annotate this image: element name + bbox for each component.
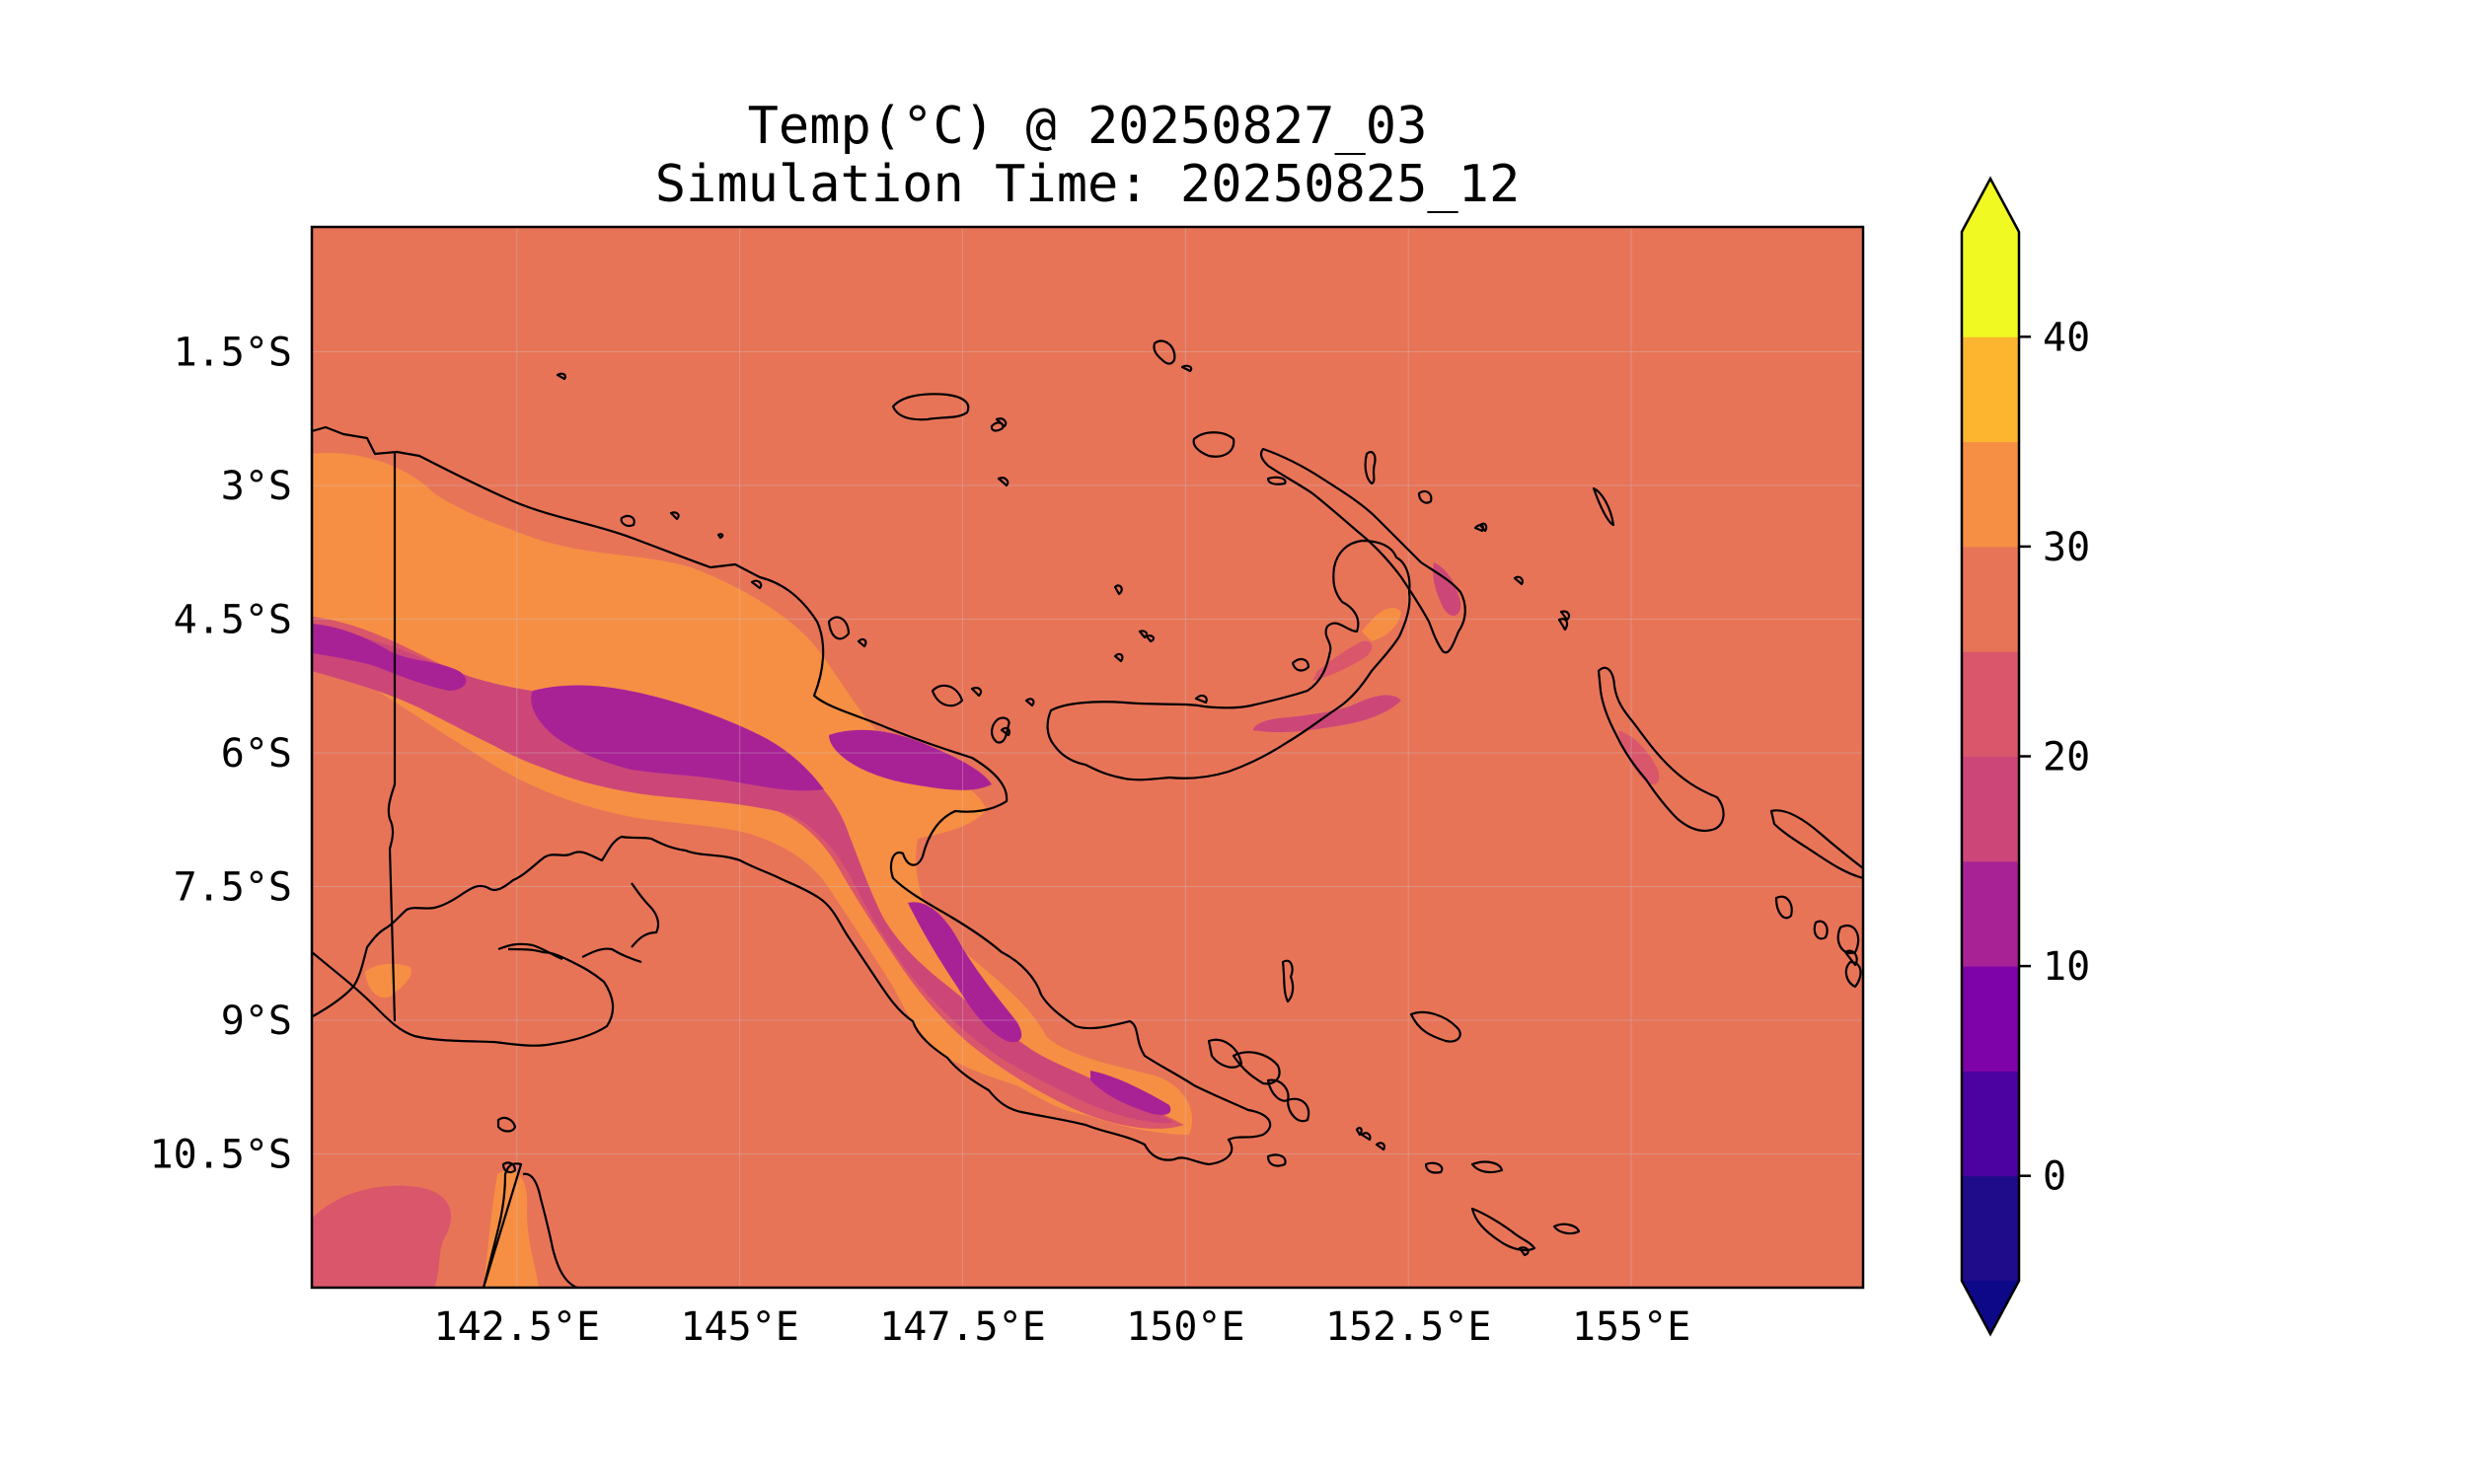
contour-capeyork-warm xyxy=(484,1170,539,1288)
coastline-louisiade xyxy=(1470,1160,1581,1257)
coastline-choiseul xyxy=(1769,809,1863,880)
figure-subtitle: Simulation Time: 20250825_12 xyxy=(654,155,1521,214)
coastlines xyxy=(312,339,1863,1288)
y-tick-label: 6°S xyxy=(221,731,292,777)
gridlines xyxy=(312,227,1863,1288)
colorbar-segment xyxy=(1962,1175,2019,1282)
coastline-tabar-lihir xyxy=(1364,450,1524,586)
contour-sw-cool-patch xyxy=(312,1185,452,1288)
colorbar-segment xyxy=(1962,1071,2019,1177)
figure-title: Temp(°C) @ 20250827_03 xyxy=(747,97,1428,156)
colorbar-tick-label: 0 xyxy=(2043,1154,2066,1200)
colorbar-segment xyxy=(1962,546,2019,652)
y-tick-label: 7.5°S xyxy=(174,864,292,910)
colorbar-extend-min xyxy=(1962,1281,2019,1334)
y-tick-label: 9°S xyxy=(221,999,292,1044)
colorbar-segment xyxy=(1962,756,2019,862)
contour-newbritain-cool xyxy=(1253,695,1401,733)
contour-highlands-10-15-e xyxy=(1090,1071,1171,1115)
x-tick-label: 155°E xyxy=(1572,1304,1690,1350)
x-tick-label: 145°E xyxy=(680,1304,798,1350)
coastline-new-britain-tip xyxy=(1194,657,1310,705)
contour-newbritain-warm xyxy=(1362,608,1401,641)
map-panel: 142.5°E 145°E 147.5°E 150°E 152.5°E 155°E 1.5… xyxy=(150,225,1865,1350)
contour-highlands-10-15 xyxy=(312,624,467,691)
contour-highlands-10-15-d xyxy=(908,902,1022,1043)
coastline-fly-delta xyxy=(497,882,660,964)
coastline-trobriand-dentrecasteaux xyxy=(1207,1010,1461,1123)
x-tick-label: 142.5°E xyxy=(434,1304,601,1350)
coastline-new-ireland xyxy=(1259,447,1466,654)
coastline-solomons-west xyxy=(1774,895,1862,989)
x-tick-label: 150°E xyxy=(1126,1304,1244,1350)
colorbar-segment xyxy=(1962,441,2019,548)
colorbar: 0 10 20 30 40 xyxy=(1960,176,2090,1337)
colorbar-tick-label: 40 xyxy=(2043,315,2090,360)
coastline-new-guinea xyxy=(312,425,1272,1166)
coastline-mussau xyxy=(1153,339,1193,373)
colorbar-tick-label: 30 xyxy=(2043,525,2090,570)
coastline-new-britain xyxy=(1046,539,1411,781)
colorbar-segment xyxy=(1962,651,2019,757)
colorbar-segment xyxy=(1962,336,2019,443)
colorbar-extend-max xyxy=(1962,179,2019,232)
coastline-torres-islets xyxy=(496,1116,517,1174)
contour-newbritain-cool-b xyxy=(1312,640,1373,681)
contour-bougainville-cool xyxy=(1618,730,1660,785)
y-tick-label: 4.5°S xyxy=(174,597,292,642)
y-tick-label: 3°S xyxy=(221,464,292,509)
coastline-buka xyxy=(1557,486,1615,631)
coastline-small-islets-north xyxy=(556,372,1363,1137)
colorbar-segment xyxy=(1962,966,2019,1072)
x-tick-label: 147.5°E xyxy=(879,1304,1046,1350)
colorbar-tick-label: 20 xyxy=(2043,735,2090,780)
contour-highlands-10-15-c xyxy=(829,729,992,790)
coastline-bougainville xyxy=(1597,666,1725,833)
colorbar-segment xyxy=(1962,232,2019,337)
x-axis-ticks: 142.5°E 145°E 147.5°E 150°E 152.5°E 155°E xyxy=(434,1304,1691,1350)
coastline-woodlark xyxy=(1266,1132,1444,1174)
border-png-indonesia xyxy=(387,452,397,1022)
temperature-contours xyxy=(312,453,1660,1288)
colorbar-outline xyxy=(1960,176,2021,1337)
colorbar-tick-label: 10 xyxy=(2043,944,2090,990)
contour-highlands-10-15-b xyxy=(531,685,824,791)
map-frame xyxy=(310,225,1865,1290)
coastline-new-hanover xyxy=(1192,431,1287,485)
colorbar-segment xyxy=(1962,860,2019,967)
contour-west-warm-spot xyxy=(365,963,411,999)
coastline-southwest xyxy=(312,947,615,1047)
contour-highlands-15-20 xyxy=(312,630,1174,1124)
y-axis-ticks: 1.5°S 3°S 4.5°S 6°S 7.5°S 9°S 10.5°S xyxy=(150,330,293,1177)
y-tick-label: 1.5°S xyxy=(174,330,292,375)
x-tick-label: 152.5°E xyxy=(1325,1304,1492,1350)
y-tick-label: 10.5°S xyxy=(150,1132,293,1177)
coastline-manus xyxy=(891,393,1005,432)
